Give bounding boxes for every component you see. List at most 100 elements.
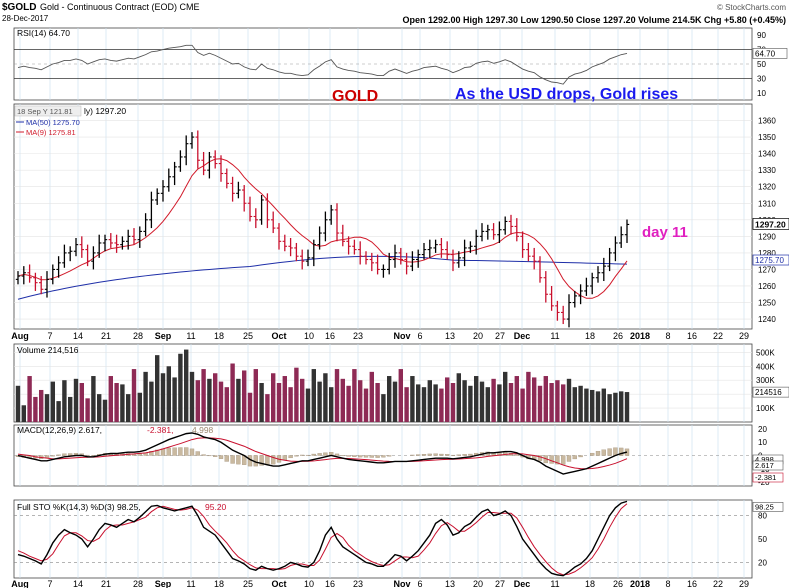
rsi-line [17,44,628,85]
volume-bar [514,376,519,422]
macd-histogram-bar [300,454,305,456]
volume-bar [230,363,235,422]
ohlc-bar [172,161,177,186]
volume-bar [79,383,84,422]
rsi-tick-label: 50 [757,60,766,69]
volume-bar [358,380,363,422]
ohlc-bar [613,236,618,262]
macd-histogram-bar [201,454,206,456]
volume-bar [102,399,108,422]
x-tick-label: 22 [713,331,723,341]
ohlc-bar [50,264,55,285]
ohlc-bar [247,196,253,222]
ohlc-bar [607,247,612,272]
macd-tag [752,460,784,471]
x-tick-label-bottom: 18 [585,579,595,588]
ohlc-bar [514,218,519,242]
volume-bar [91,376,96,422]
ohlc-bar [79,236,84,258]
volume-bar [543,376,548,422]
macd-histogram-bar [375,455,380,458]
macd-histogram-bar [184,447,189,456]
macd-histogram-bar [259,455,264,466]
x-tick-label: 16 [687,331,697,341]
volume-bar [195,380,200,422]
macd-tick-label: 10 [758,438,767,447]
rsi-tick-label: 30 [757,74,766,83]
volume-bar [404,387,409,422]
x-tick-label-bottom: 20 [473,579,483,588]
x-tick-label: 18 [214,331,224,341]
volume-bar [555,380,560,422]
volume-bar [39,389,44,422]
macd-histogram-bar [433,453,438,456]
x-tick-label-bottom: 7 [47,579,52,588]
ohlc-bar [358,241,363,265]
x-tick-label: 18 [585,331,595,341]
volume-bar [56,401,61,422]
volume-bar [311,369,316,422]
macd-histogram-bar [421,454,427,456]
macd-histogram-bar [160,448,166,456]
ohlc-bar [334,203,340,242]
ohlc-bar [230,176,235,202]
ohlc-bar [474,229,479,255]
volume-bar [590,389,595,422]
volume-bar [172,377,177,422]
volume-bar [276,383,282,422]
price-tick-label: 1250 [758,299,776,308]
ma50-legend: MA(50) 1275.70 [26,118,80,127]
ohlc-summary: Open 1292.00 High 1297.30 Low 1290.50 Cl… [402,15,786,25]
volume-bar [520,388,525,422]
volume-bar [375,383,380,422]
ohlc-bar [137,226,142,248]
ohlc-bar [363,251,369,265]
macd-signal-line [17,437,628,470]
price-tick-label: 1270 [758,265,776,274]
volume-bar [317,381,322,422]
volume-bar [62,380,67,422]
x-tick-label: Dec [514,331,531,341]
volume-bar [549,383,554,422]
volume-bar [410,376,415,422]
macd-histogram-bar [387,455,392,457]
volume-bar [224,387,229,422]
volume-bar [207,378,212,422]
ohlc-bar [532,247,537,270]
price-tick-label: 1330 [758,166,776,175]
x-tick-label: Aug [11,331,29,341]
ohlc-bar [381,264,386,278]
ohlc-bar [329,204,334,225]
volume-bar [584,388,589,422]
volume-bar [572,387,577,422]
price-tick-label: 1350 [758,133,776,142]
ohlc-bar [526,242,531,262]
ohlc-bar [114,234,119,253]
macd-histogram-bar [561,455,566,465]
macd-histogram-bar [224,455,229,462]
ohlc-bar [508,214,514,235]
volume-last-tag [752,386,789,398]
ohlc-bar [491,223,496,240]
ohlc-bar [271,211,276,234]
ohlc-bar [485,224,490,240]
volume-bar [619,391,624,422]
x-tick-label: 16 [325,331,335,341]
x-tick-label: 26 [613,331,623,341]
macd-tag-value: 2.617 [755,461,774,470]
ohlc-bar [102,234,108,252]
macd-histogram-bar [288,455,293,459]
volume-bar [137,392,142,422]
volume-bar [97,394,102,422]
x-tick-label: Nov [393,331,410,341]
volume-bar [108,376,113,422]
ohlc-bar [224,168,229,189]
x-tick-label: 14 [73,331,83,341]
x-tick-label-bottom: 16 [687,579,697,588]
ohlc-bar [549,285,554,311]
volume-bar [50,381,55,422]
ohlc-bar [578,284,583,305]
macd-histogram-bar [352,455,357,457]
x-tick-label-bottom: 23 [353,579,363,588]
volume-bar [143,371,148,422]
